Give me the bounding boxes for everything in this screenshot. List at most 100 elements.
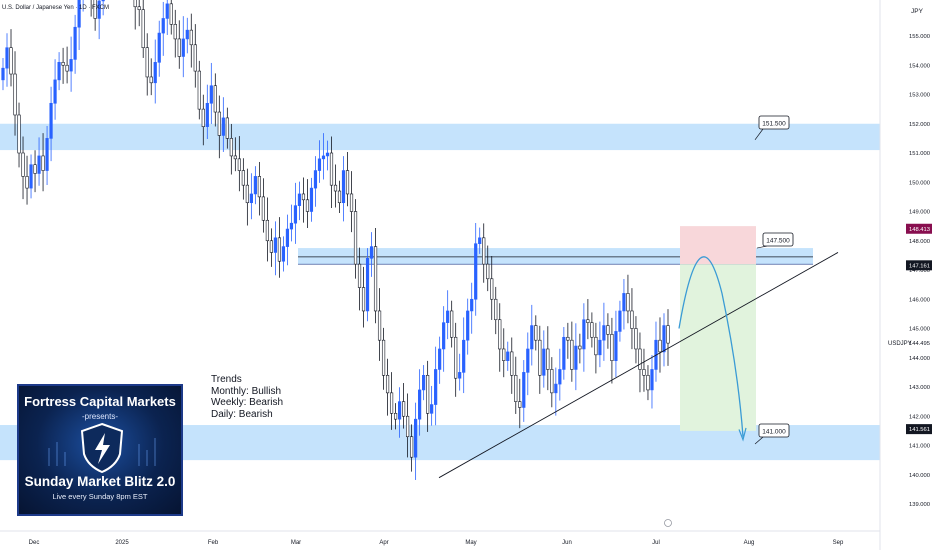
candle <box>414 402 418 480</box>
candle-body <box>57 62 61 81</box>
candle-body <box>221 117 225 136</box>
candle-body <box>209 85 213 104</box>
candle-body <box>297 193 302 206</box>
candle <box>9 29 13 87</box>
candle-body <box>566 336 570 341</box>
candle <box>490 256 494 320</box>
candle <box>37 137 41 186</box>
candle-body <box>45 138 49 171</box>
candle-body <box>301 193 306 201</box>
candle <box>137 0 141 27</box>
candle-body <box>410 436 414 458</box>
candle <box>169 0 173 35</box>
candle-body <box>229 138 233 157</box>
candle-body <box>450 310 454 338</box>
candle <box>329 136 334 208</box>
price-tick: 150.000 <box>909 180 930 186</box>
currency-label: JPY <box>911 8 923 15</box>
candle-body <box>145 47 149 78</box>
candle <box>97 0 101 40</box>
candle-body <box>161 18 165 34</box>
candle <box>49 86 53 162</box>
candle-body <box>9 47 13 75</box>
candle-body <box>241 170 245 186</box>
candle <box>245 168 249 226</box>
candle <box>402 383 406 429</box>
candle <box>289 204 294 242</box>
candle-body <box>662 325 666 353</box>
candle-body <box>245 184 249 204</box>
promo-banner[interactable]: Fortress Capital Markets -presents- Sund… <box>17 384 183 516</box>
trends-daily: Daily: Bearish <box>211 408 273 420</box>
candle <box>630 288 634 350</box>
candle <box>229 123 233 175</box>
candle <box>369 232 374 277</box>
candle-body <box>646 374 650 391</box>
candle <box>225 107 229 149</box>
candle-body <box>550 369 554 394</box>
candle-body <box>542 348 546 376</box>
candle <box>233 137 237 172</box>
candle <box>25 155 29 205</box>
candle <box>261 178 265 233</box>
candle-body <box>494 298 498 321</box>
candle <box>590 312 594 348</box>
candle <box>189 13 193 68</box>
candle <box>33 150 37 193</box>
candle <box>69 36 73 92</box>
candle-body <box>454 336 458 379</box>
candle <box>21 136 25 200</box>
time-tick: Feb <box>208 540 219 546</box>
projection-arrowhead <box>738 427 747 442</box>
candle <box>145 33 149 96</box>
candle-body <box>377 310 382 341</box>
candle <box>53 59 57 120</box>
candle <box>321 133 326 180</box>
candle <box>406 393 410 458</box>
candle <box>201 94 205 146</box>
candle <box>530 304 534 366</box>
shield-lightning-icon <box>48 422 156 474</box>
candle <box>430 385 434 426</box>
candle <box>542 330 546 388</box>
candle-body <box>622 293 626 312</box>
candle-body <box>574 345 578 370</box>
candle-body <box>93 0 97 19</box>
candle-body <box>446 310 450 323</box>
candle <box>634 316 638 364</box>
candle <box>486 245 490 292</box>
candle-body <box>313 170 318 189</box>
candle <box>426 360 430 432</box>
candle-body <box>37 155 41 174</box>
candles <box>1 0 670 480</box>
candle-body <box>482 237 486 265</box>
candle <box>566 322 570 359</box>
zone-label-1: 147.500 <box>766 237 790 244</box>
candle-body <box>173 23 177 40</box>
price-tick: 152.000 <box>909 122 930 128</box>
candle <box>213 73 217 127</box>
candle <box>205 84 209 140</box>
candle <box>570 321 574 382</box>
candle-body <box>582 319 586 350</box>
candle-body <box>606 325 610 335</box>
candle-body <box>285 228 290 247</box>
candle <box>241 158 245 200</box>
candle-body <box>522 372 526 408</box>
candle-body <box>253 176 257 195</box>
candle <box>297 181 302 221</box>
candle <box>93 0 97 31</box>
candle <box>257 161 261 216</box>
price-tick: 145.000 <box>909 327 930 333</box>
candle <box>90 0 92 17</box>
candle-body <box>345 170 350 195</box>
candle <box>538 325 542 394</box>
candle-body <box>598 339 602 356</box>
price-tag-mid: 144.495 <box>909 341 930 347</box>
candle <box>141 0 145 58</box>
candle <box>181 16 185 78</box>
candle-body <box>77 0 81 28</box>
candle <box>217 95 221 159</box>
zone-0 <box>0 123 880 151</box>
candle-body <box>526 348 530 373</box>
